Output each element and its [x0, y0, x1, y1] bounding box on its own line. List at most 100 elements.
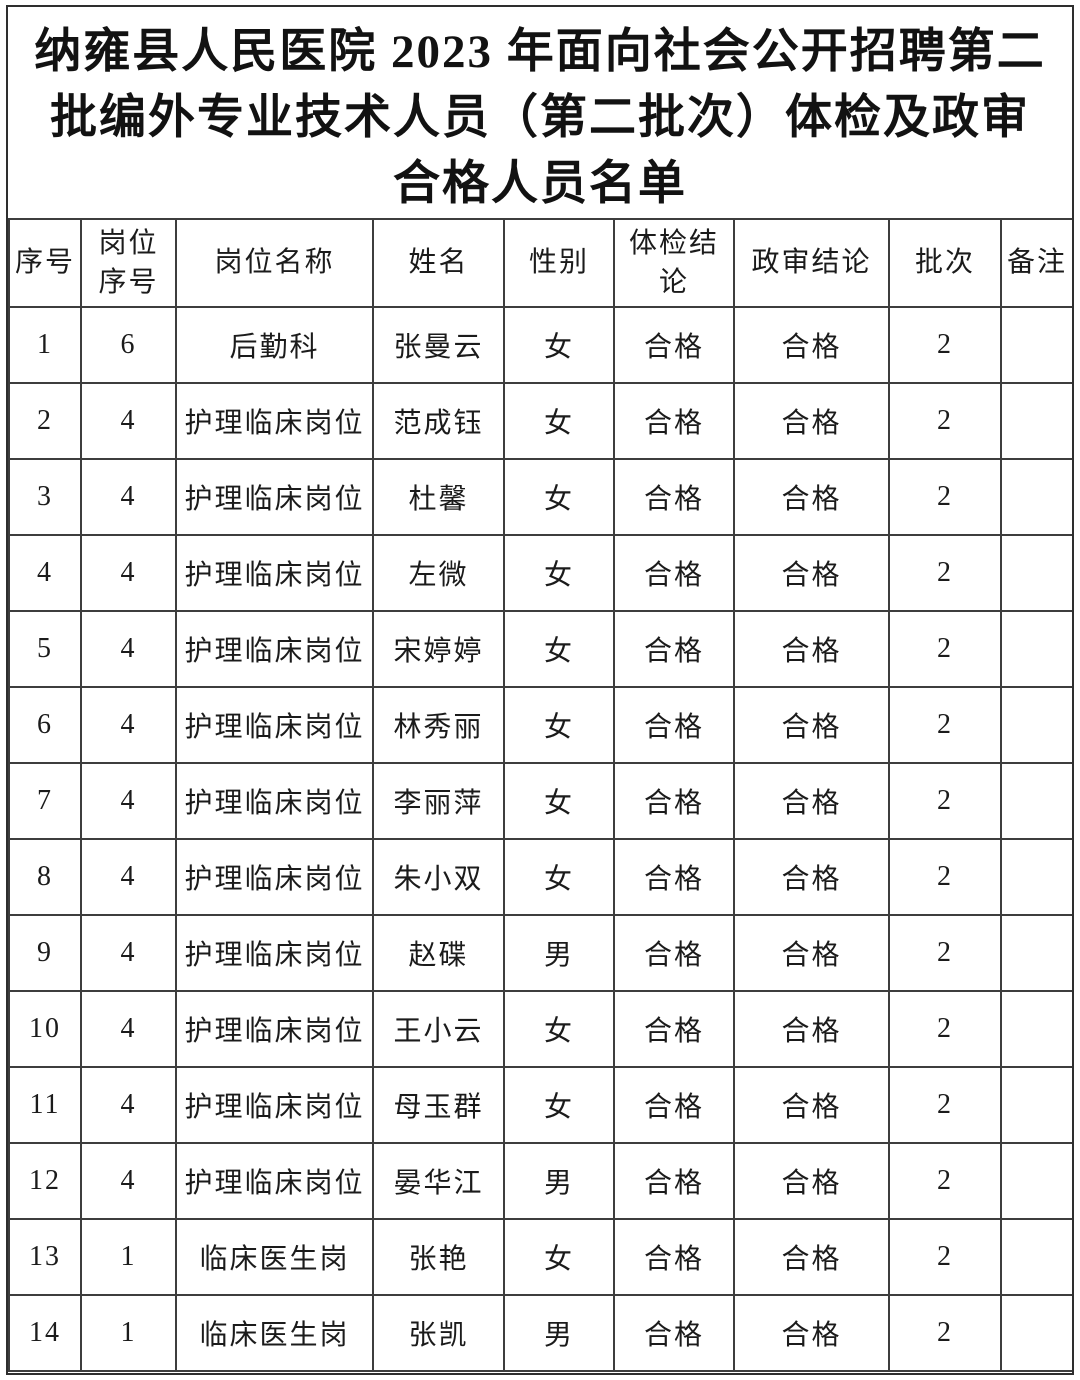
table-cell: 合格: [613, 1294, 735, 1372]
table-cell: 1: [8, 306, 82, 384]
table-cell: 后勤科: [175, 306, 374, 384]
table-cell: [1000, 382, 1072, 460]
table-cell: [1000, 1218, 1072, 1296]
table-cell: 女: [503, 534, 615, 612]
table-cell: 张凯: [372, 1294, 505, 1372]
table-cell: 范成钰: [372, 382, 505, 460]
table-cell: 晏华江: [372, 1142, 505, 1220]
table-cell: [1000, 686, 1072, 764]
table-cell: 2: [888, 306, 1002, 384]
title-line-3: 合格人员名单: [393, 158, 687, 210]
column-header: 序号: [8, 218, 82, 308]
table-cell: 2: [888, 382, 1002, 460]
table-cell: 4: [80, 914, 177, 992]
table-cell: 合格: [733, 1066, 890, 1144]
table-row: 8 4 护理临床岗位 朱小双女合格 合格 2: [8, 838, 1072, 916]
table-cell: 2: [888, 838, 1002, 916]
table-cell: 女: [503, 838, 615, 916]
table-cell: 4: [80, 610, 177, 688]
table-cell: 2: [888, 990, 1002, 1068]
table-row: 9 4 护理临床岗位 赵碟男合格 合格 2: [8, 914, 1072, 992]
document-page: 纳雍县人民医院 2023 年面向社会公开招聘第二 批编外专业技术人员（第二批次）…: [6, 5, 1074, 1375]
table-cell: [1000, 534, 1072, 612]
table-cell: 合格: [733, 686, 890, 764]
column-header: 批次: [888, 218, 1002, 308]
table-cell: 张曼云: [372, 306, 505, 384]
column-header: 岗位名称: [175, 218, 374, 308]
table-cell: 护理临床岗位: [175, 458, 374, 536]
table-cell: 2: [888, 1218, 1002, 1296]
table-cell: 2: [888, 1066, 1002, 1144]
table-cell: 女: [503, 990, 615, 1068]
table-cell: 护理临床岗位: [175, 610, 374, 688]
table-cell: 5: [8, 610, 82, 688]
table-cell: 护理临床岗位: [175, 686, 374, 764]
table-cell: 女: [503, 306, 615, 384]
table-cell: 4: [80, 1066, 177, 1144]
table-cell: 赵碟: [372, 914, 505, 992]
table-body: 1 6 后勤科 张曼云女合格 合格 2 2 4 护理临床岗位 范成钰女合格 合格 2 3 4 护理临床岗位杜…: [8, 306, 1072, 1372]
table-cell: 护理临床岗位: [175, 990, 374, 1068]
table-cell: 合格: [733, 762, 890, 840]
table-cell: 6: [8, 686, 82, 764]
table-cell: 合格: [613, 610, 735, 688]
table-cell: 合格: [733, 382, 890, 460]
table-cell: 女: [503, 1218, 615, 1296]
table-cell: 4: [80, 990, 177, 1068]
table-cell: [1000, 306, 1072, 384]
table-cell: 护理临床岗位: [175, 382, 374, 460]
roster-table: 序号 岗位 序号 岗位名称 姓名 性别 体检结 论政审结论 批次 备注 1 6 后勤科 张曼云女合格…: [8, 218, 1072, 1372]
table-row: 11 4 护理临床岗位 母玉群女合格 合格 2: [8, 1066, 1072, 1144]
table-cell: 临床医生岗: [175, 1294, 374, 1372]
table-cell: 合格: [733, 914, 890, 992]
header-row: 序号 岗位 序号 岗位名称 姓名 性别 体检结 论政审结论 批次 备注: [8, 218, 1072, 308]
table-cell: 2: [888, 610, 1002, 688]
table-cell: 2: [888, 458, 1002, 536]
table-row: 12 4 护理临床岗位 晏华江男合格 合格 2: [8, 1142, 1072, 1220]
table-row: 3 4 护理临床岗位 杜馨女合格 合格 2: [8, 458, 1072, 536]
table-cell: 2: [888, 1294, 1002, 1372]
table-cell: 合格: [613, 1066, 735, 1144]
table-cell: 护理临床岗位: [175, 1066, 374, 1144]
table-row: 13 1 临床医生岗 张艳女合格 合格 2: [8, 1218, 1072, 1296]
table-cell: 男: [503, 1142, 615, 1220]
table-cell: 合格: [613, 534, 735, 612]
column-header: 性别: [503, 218, 615, 308]
table-cell: 杜馨: [372, 458, 505, 536]
table-cell: 女: [503, 458, 615, 536]
table-cell: [1000, 1066, 1072, 1144]
table-cell: 护理临床岗位: [175, 534, 374, 612]
table-cell: 9: [8, 914, 82, 992]
table-cell: [1000, 762, 1072, 840]
table-cell: 14: [8, 1294, 82, 1372]
table-cell: 2: [8, 382, 82, 460]
table-cell: 合格: [733, 1142, 890, 1220]
table-cell: 合格: [613, 762, 735, 840]
table-row: 4 4 护理临床岗位 左微女合格 合格 2: [8, 534, 1072, 612]
table-cell: 4: [80, 382, 177, 460]
table-cell: 合格: [613, 458, 735, 536]
table-row: 2 4 护理临床岗位 范成钰女合格 合格 2: [8, 382, 1072, 460]
table-cell: 4: [80, 686, 177, 764]
table-cell: 合格: [613, 838, 735, 916]
table-cell: 合格: [613, 1218, 735, 1296]
table-cell: [1000, 1142, 1072, 1220]
title-line-2: 批编外专业技术人员（第二批次）体检及政审: [50, 92, 1030, 144]
table-cell: 11: [8, 1066, 82, 1144]
column-header: 政审结论: [733, 218, 890, 308]
table-cell: 2: [888, 534, 1002, 612]
table-cell: 7: [8, 762, 82, 840]
table-cell: [1000, 610, 1072, 688]
table-cell: 左微: [372, 534, 505, 612]
table-cell: 合格: [733, 458, 890, 536]
table-cell: 女: [503, 686, 615, 764]
column-header: 备注: [1000, 218, 1072, 308]
table-cell: 合格: [613, 990, 735, 1068]
table-cell: 10: [8, 990, 82, 1068]
table-cell: [1000, 1294, 1072, 1372]
table-cell: 3: [8, 458, 82, 536]
table-cell: 母玉群: [372, 1066, 505, 1144]
column-header: 姓名: [372, 218, 505, 308]
table-cell: 王小云: [372, 990, 505, 1068]
table-cell: 张艳: [372, 1218, 505, 1296]
